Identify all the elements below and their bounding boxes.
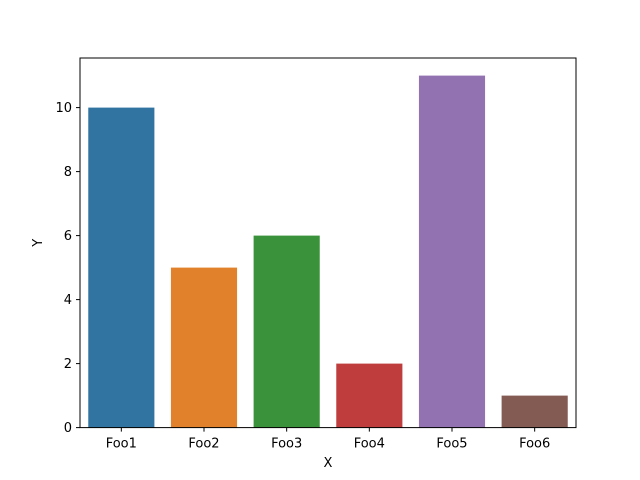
x-tick-label: Foo5	[436, 437, 467, 452]
y-tick-label: 0	[64, 421, 72, 436]
bar-foo3	[253, 235, 320, 428]
y-tick-label: 10	[55, 101, 72, 116]
x-tick-label: Foo3	[271, 437, 302, 452]
bar-foo2	[170, 267, 238, 428]
y-axis-ticks: 0 2 4 6 8 10	[55, 101, 80, 436]
bar-foo6	[501, 395, 568, 428]
bar-foo1	[88, 107, 155, 428]
bars-group	[88, 75, 568, 428]
x-tick-label: Foo6	[519, 437, 550, 452]
x-tick-label: Foo1	[106, 437, 137, 452]
plot-frame	[79, 57, 577, 429]
bar-foo5	[418, 75, 486, 428]
y-tick-label: 8	[64, 165, 72, 180]
x-axis-label: X	[324, 456, 333, 471]
x-tick-label: Foo4	[354, 437, 385, 452]
x-axis-ticks: Foo1 Foo2 Foo3 Foo4 Foo5 Foo6	[106, 427, 550, 452]
y-axis-label: Y	[31, 239, 46, 248]
y-tick-label: 4	[64, 293, 72, 308]
y-tick-label: 6	[64, 229, 72, 244]
bar-foo4	[336, 363, 403, 428]
x-tick-label: Foo2	[188, 437, 219, 452]
y-tick-label: 2	[64, 357, 72, 372]
